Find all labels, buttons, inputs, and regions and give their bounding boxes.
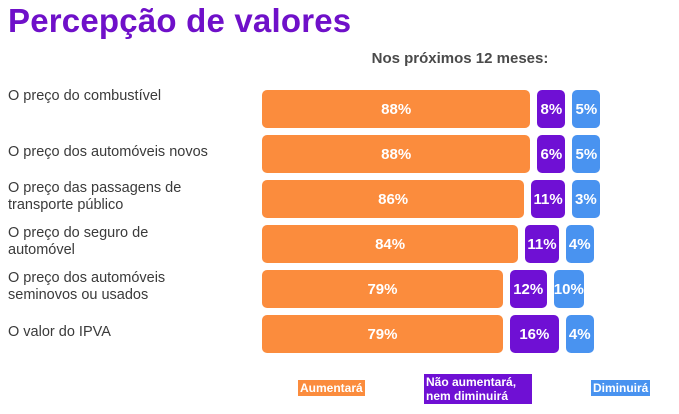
chart-title: Percepção de valores <box>8 2 352 39</box>
bar-diminuira: 4% <box>565 225 594 263</box>
bar-value-label: 79% <box>367 325 398 343</box>
bar-diminuira: 4% <box>565 315 594 353</box>
legend-item-neutro: Não aumentará, nem diminuirá <box>424 374 532 404</box>
legend-item-aumentara: Aumentará <box>298 380 365 396</box>
bar-value-label: 4% <box>568 235 591 253</box>
bar-value-label: 16% <box>519 325 550 343</box>
legend-item-diminuira: Diminuirá <box>591 380 651 396</box>
bar-diminuira: 5% <box>572 90 601 128</box>
bar-value-label: 5% <box>575 100 598 118</box>
bar-neutro: 8% <box>537 90 566 128</box>
bar-value-label: 8% <box>540 100 563 118</box>
chart-subtitle: Nos próximos 12 meses: <box>371 50 549 67</box>
category-label: O preço dos automóveis seminovos ou usado… <box>8 270 166 303</box>
bar-value-label: 12% <box>513 280 544 298</box>
bar-neutro: 11% <box>531 180 565 218</box>
bar-neutro: 12% <box>509 270 547 308</box>
bar-diminuira: 3% <box>571 180 600 218</box>
bar-value-label: 11% <box>527 235 557 253</box>
bar-neutro: 11% <box>525 225 559 263</box>
category-label: O preço do combustível <box>8 88 162 104</box>
bar-value-label: 84% <box>375 235 406 253</box>
bar-value-label: 88% <box>381 100 412 118</box>
category-label: O valor do IPVA <box>8 323 111 340</box>
bar-aumentara: 79% <box>262 315 503 353</box>
category-label: O preço do seguro de automóvel <box>8 225 149 258</box>
bar-value-label: 86% <box>378 190 409 208</box>
bar-aumentara: 79% <box>262 270 503 308</box>
legend-item-neutro-label: Não aumentará, nem diminuirá <box>426 375 517 403</box>
bar-value-label: 5% <box>575 145 598 163</box>
bar-value-label: 6% <box>540 145 563 163</box>
bar-aumentara: 88% <box>262 135 531 173</box>
bar-value-label: 11% <box>533 190 563 208</box>
bar-value-label: 4% <box>568 325 591 343</box>
category-label: O preço dos automóveis novos <box>8 143 208 160</box>
bar-value-label: 88% <box>381 145 412 163</box>
bar-value-label: 3% <box>575 190 597 208</box>
bar-neutro: 16% <box>509 315 559 353</box>
bar-diminuira: 5% <box>572 135 601 173</box>
category-label: O preço das passagens de transporte públi… <box>8 180 182 213</box>
bar-aumentara: 86% <box>262 180 525 218</box>
bar-diminuira: 10% <box>553 270 585 308</box>
bar-value-label: 79% <box>367 280 398 298</box>
bar-aumentara: 88% <box>262 90 531 128</box>
bar-aumentara: 84% <box>262 225 519 263</box>
bar-value-label: 10% <box>553 280 584 298</box>
bar-neutro: 6% <box>537 135 566 173</box>
